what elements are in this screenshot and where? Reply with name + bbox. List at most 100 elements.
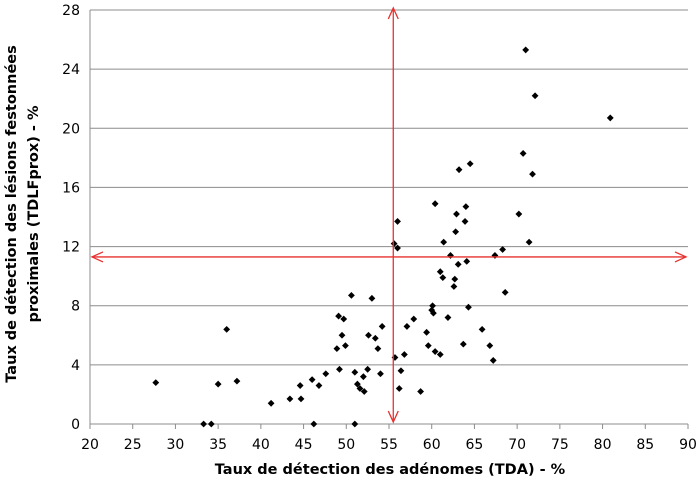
y-tick-label: 8	[71, 299, 80, 315]
data-point	[267, 399, 275, 407]
data-point	[223, 325, 231, 333]
data-point	[531, 92, 539, 100]
x-axis-title: Taux de détection des adénomes (TDA) - %	[215, 462, 566, 478]
data-point	[368, 294, 376, 302]
data-point	[214, 380, 222, 388]
data-point	[417, 388, 425, 395]
data-point	[465, 303, 472, 311]
data-point	[297, 395, 305, 403]
data-point	[436, 268, 444, 276]
x-tick-label: 60	[423, 437, 441, 453]
data-point	[391, 354, 399, 361]
x-tick-label: 85	[636, 437, 654, 453]
data-point	[356, 385, 364, 392]
data-point	[491, 252, 499, 259]
data-point	[440, 238, 448, 246]
data-point	[378, 323, 386, 330]
data-point	[499, 246, 507, 253]
reference-lines	[90, 6, 688, 424]
data-point	[394, 244, 401, 252]
data-point	[377, 370, 384, 378]
data-point	[315, 382, 323, 389]
x-tick-labels: 20 25 30 35 40 45 50 55 60 65 70 75 80 85 90	[81, 437, 697, 453]
x-tick-label: 20	[81, 437, 99, 453]
data-point	[451, 275, 459, 283]
data-point	[452, 228, 460, 236]
horizontal-arrowhead-right	[674, 251, 688, 263]
data-point	[336, 365, 343, 373]
data-point	[489, 357, 497, 364]
data-point	[525, 238, 533, 246]
data-point	[351, 420, 359, 428]
x-tick-label: 75	[551, 437, 569, 453]
data-point	[459, 340, 467, 348]
data-point	[333, 345, 341, 352]
data-point	[431, 200, 439, 208]
data-point	[450, 283, 458, 290]
data-point	[444, 314, 452, 321]
data-point	[606, 114, 614, 122]
data-point	[529, 170, 536, 178]
data-point	[371, 334, 379, 342]
data-point	[455, 166, 463, 174]
x-tick-label: 35	[209, 437, 227, 453]
data-point	[466, 160, 474, 168]
data-point	[152, 379, 160, 386]
data-point	[365, 331, 372, 339]
x-tick-label: 50	[337, 437, 355, 453]
data-point	[342, 342, 349, 350]
data-point	[431, 348, 439, 355]
data-point	[515, 210, 523, 218]
data-point	[522, 46, 530, 54]
data-point	[462, 203, 470, 211]
y-tick-label: 0	[71, 417, 80, 433]
vertical-arrowhead-top	[387, 6, 399, 20]
x-tick-label: 90	[679, 437, 697, 453]
data-point	[359, 373, 367, 381]
x-tick-label: 80	[594, 437, 612, 453]
y-tick-label: 24	[62, 62, 80, 78]
data-point	[286, 395, 294, 403]
x-tick-label: 40	[252, 437, 270, 453]
data-points	[152, 46, 614, 428]
x-tick-label: 65	[466, 437, 484, 453]
data-point	[519, 150, 527, 157]
data-point	[322, 370, 330, 378]
data-point	[423, 328, 430, 336]
horizontal-arrowhead-left	[90, 251, 104, 263]
data-point	[403, 323, 411, 330]
data-point	[360, 388, 368, 395]
data-point	[207, 420, 215, 428]
data-point	[374, 345, 382, 352]
data-point	[338, 331, 346, 339]
data-point	[390, 240, 398, 248]
data-point	[340, 315, 348, 323]
axes	[89, 10, 689, 429]
data-point	[400, 351, 408, 358]
vertical-arrowhead-bottom	[387, 410, 399, 424]
data-point	[447, 252, 454, 259]
y-tick-label: 4	[71, 358, 80, 374]
x-tick-label: 55	[380, 437, 398, 453]
data-point	[461, 218, 469, 225]
y-axis-title-line2: proximales (TDLFprox) - %	[26, 105, 42, 322]
data-point	[335, 312, 342, 320]
gridlines	[90, 9, 688, 366]
x-tick-label: 70	[508, 437, 526, 453]
data-point	[478, 325, 486, 333]
data-point	[424, 342, 432, 350]
data-point	[436, 351, 444, 358]
data-point	[310, 420, 318, 428]
data-point	[486, 342, 494, 350]
data-point	[233, 377, 241, 385]
x-tick-label: 25	[124, 437, 142, 453]
data-point	[439, 274, 447, 282]
data-point	[353, 380, 361, 388]
data-point	[453, 210, 460, 218]
data-point	[501, 289, 509, 296]
data-point	[348, 291, 355, 299]
data-point	[296, 382, 304, 389]
data-point	[308, 376, 316, 384]
y-tick-label: 16	[62, 180, 80, 196]
